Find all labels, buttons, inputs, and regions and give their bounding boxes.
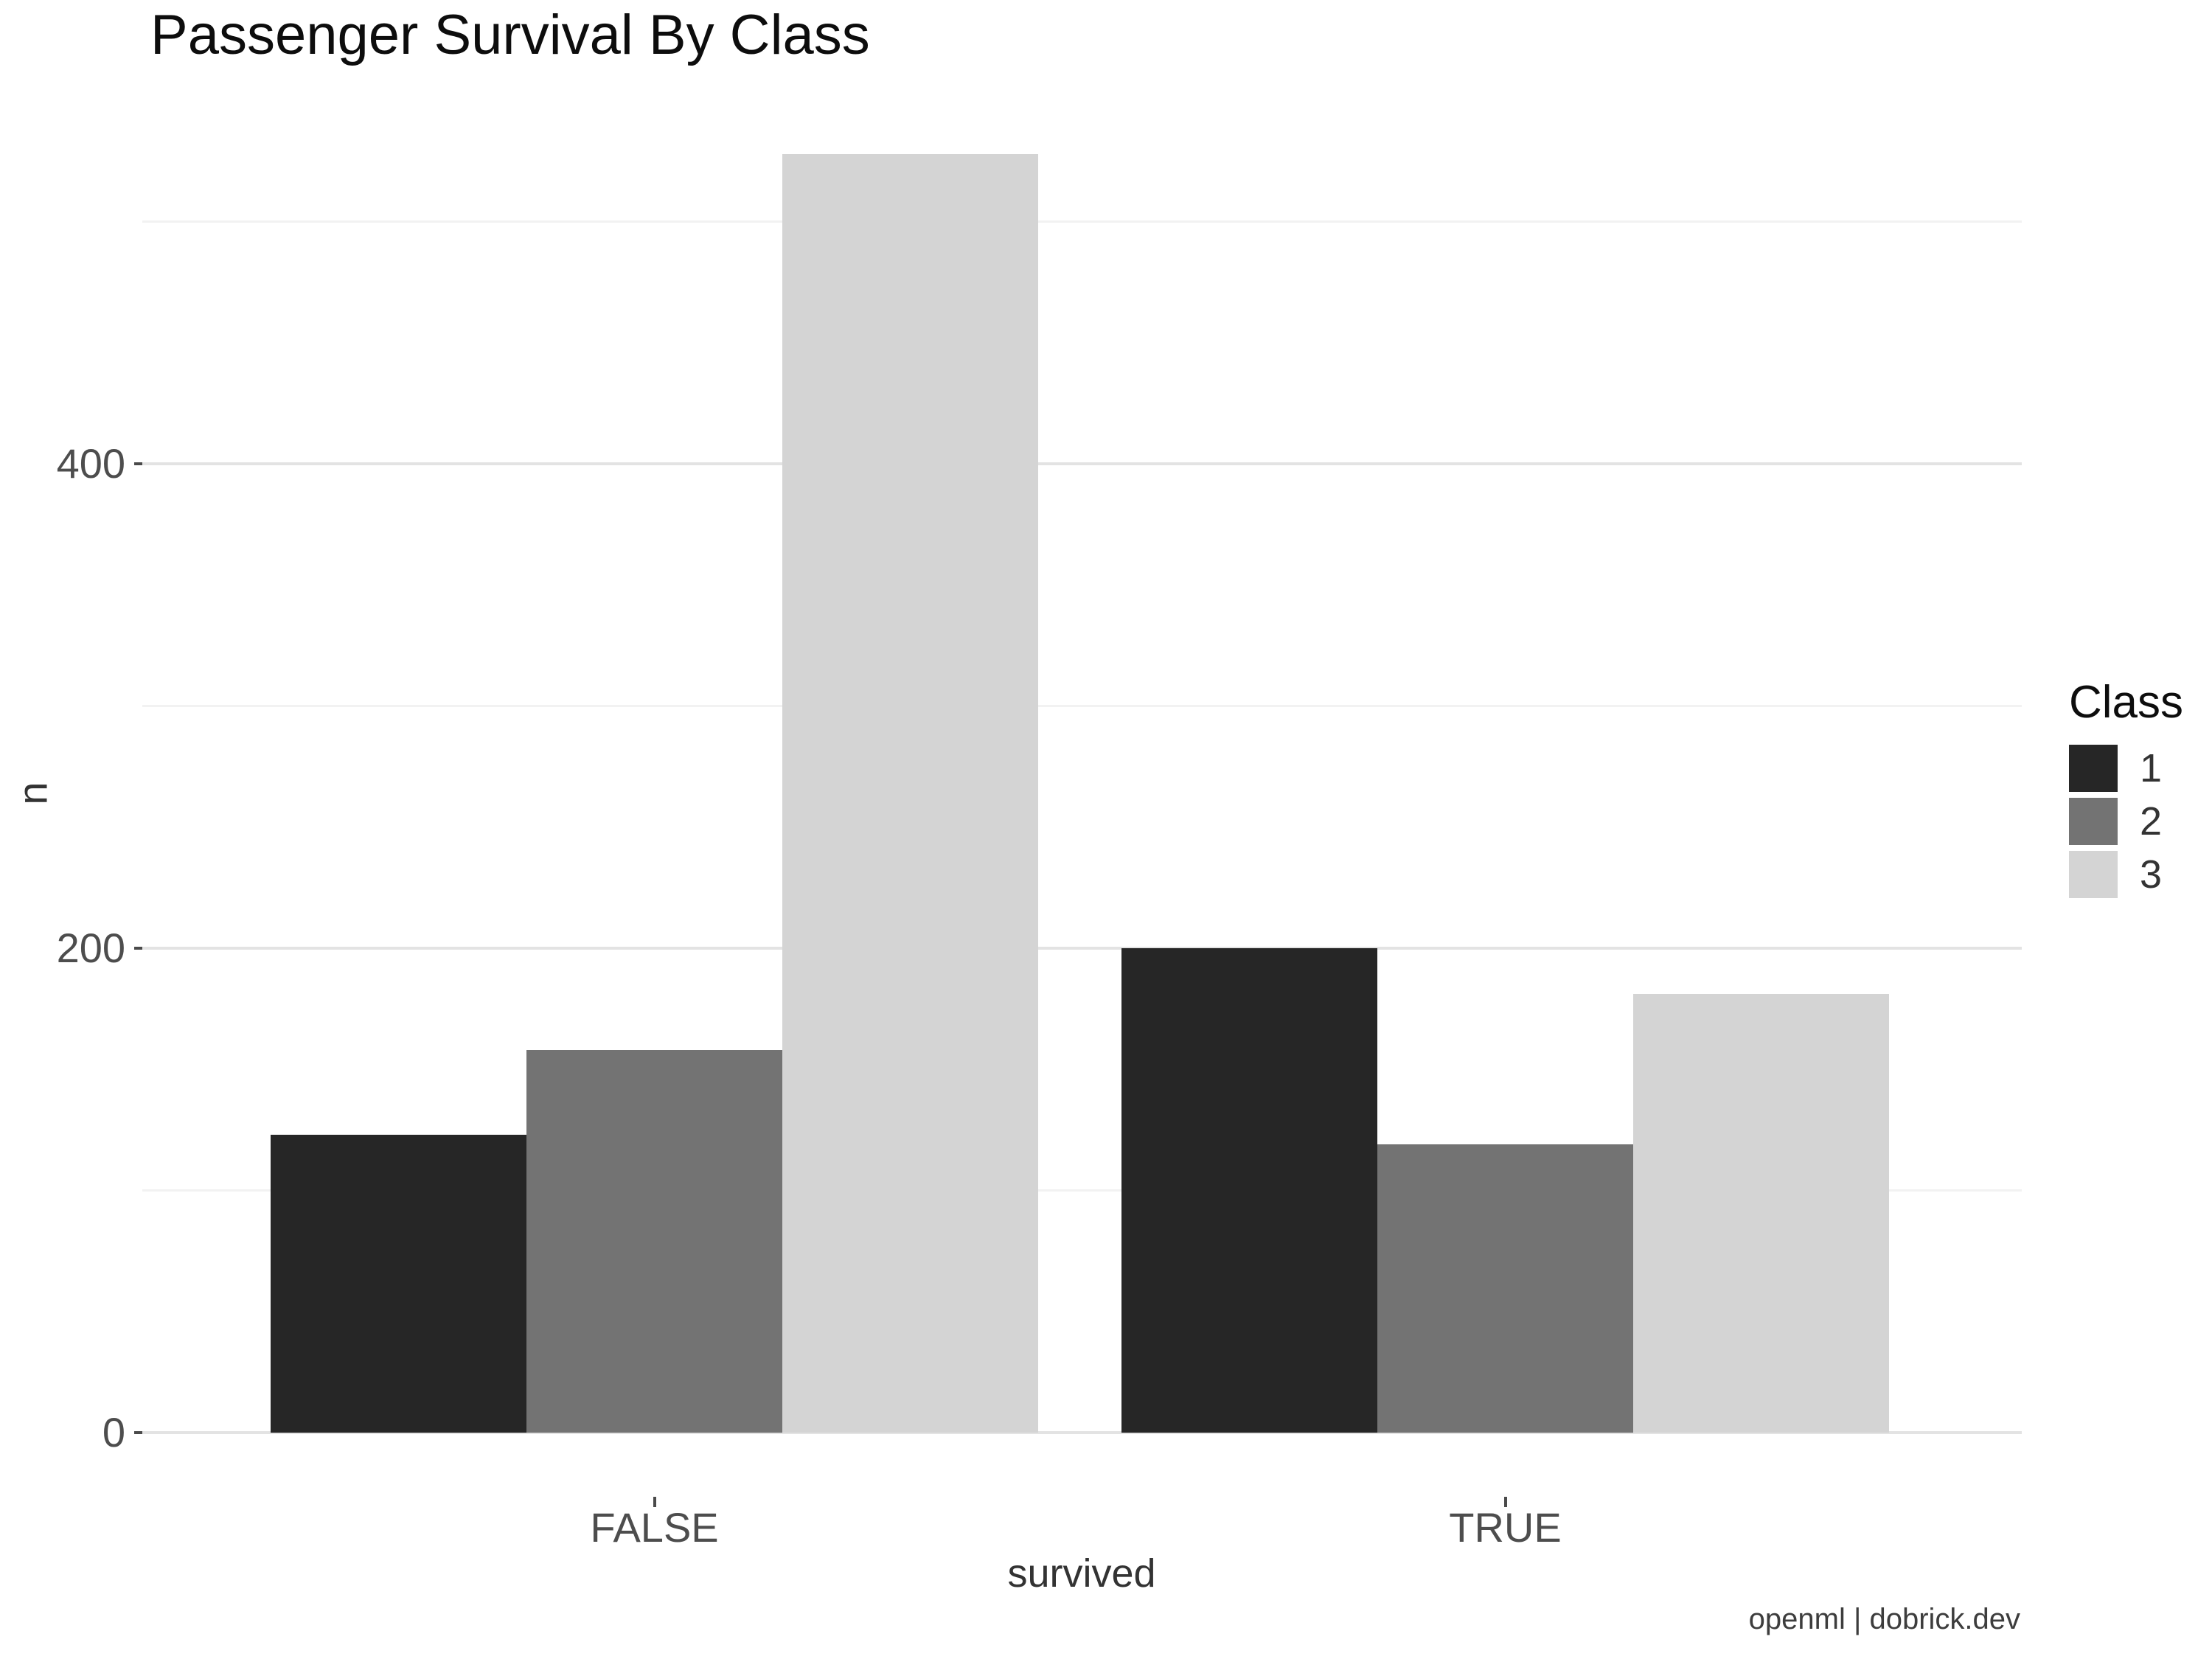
x-axis-label-true: TRUE (1449, 1504, 1562, 1551)
x-axis-tick-true (1503, 1497, 1507, 1507)
legend-swatch-3 (2069, 851, 2118, 898)
y-axis-tick-200 (134, 947, 142, 950)
legend-entry-2: 2 (2069, 798, 2183, 845)
legend-entry-1: 1 (2069, 745, 2183, 792)
caption: openml | dobrick.dev (1748, 1603, 2020, 1635)
legend-entry-3: 3 (2069, 851, 2183, 898)
y-axis-tick-400 (134, 462, 142, 465)
y-axis-label-200: 200 (56, 925, 125, 971)
bar-false-class-1 (271, 1134, 526, 1433)
chart-title: Passenger Survival By Class (150, 4, 870, 66)
gridline-major-400 (142, 462, 2022, 465)
gridline-major-0 (142, 1431, 2022, 1434)
y-axis-title: n (9, 782, 56, 805)
bar-false-class-2 (526, 1049, 782, 1433)
bar-true-class-1 (1121, 948, 1377, 1433)
legend-label-2: 2 (2140, 799, 2163, 844)
x-axis-label-false: FALSE (590, 1504, 719, 1551)
legend: Class 1 2 3 (2069, 677, 2183, 904)
y-axis-tick-0 (134, 1431, 142, 1434)
x-axis-tick-false (653, 1497, 656, 1507)
legend-title: Class (2069, 677, 2184, 728)
bar-true-class-3 (1633, 994, 1889, 1433)
legend-label-3: 3 (2140, 852, 2163, 897)
legend-swatch-1 (2069, 745, 2118, 792)
x-axis-title: survived (1007, 1551, 1156, 1596)
y-axis-label-0: 0 (102, 1409, 125, 1455)
gridline-major-200 (142, 947, 2022, 950)
legend-swatch-2 (2069, 798, 2118, 845)
bar-false-class-3 (782, 153, 1038, 1433)
gridline-minor-100 (142, 1189, 2022, 1192)
gridline-minor-300 (142, 705, 2022, 707)
bar-true-class-2 (1377, 1144, 1633, 1433)
gridline-minor-500 (142, 220, 2022, 223)
legend-label-1: 1 (2140, 746, 2163, 790)
legend-entries: 1 2 3 (2069, 745, 2183, 898)
y-axis-label-400: 400 (56, 440, 125, 487)
